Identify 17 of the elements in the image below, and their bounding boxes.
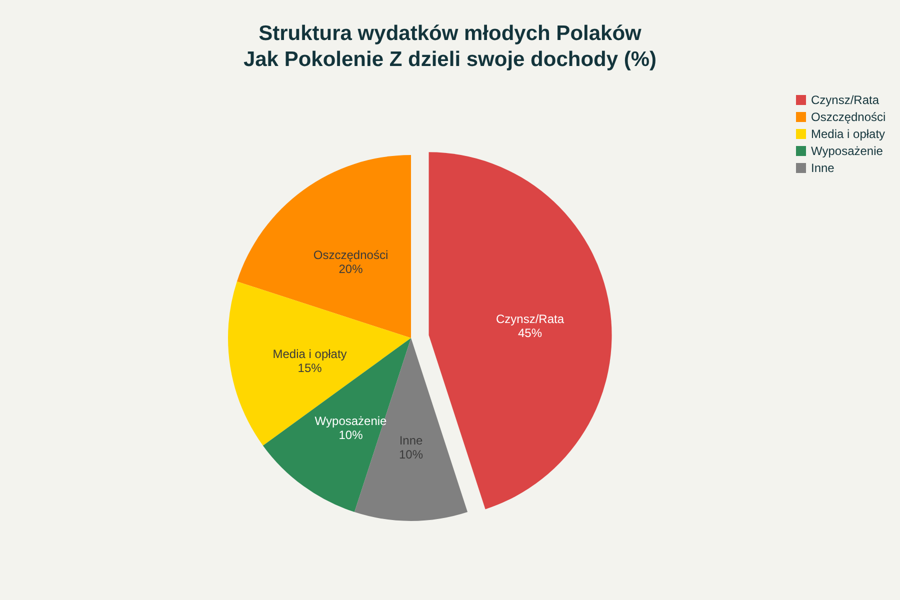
chart-title: Struktura wydatków młodych Polaków [258,22,642,45]
legend-label: Czynsz/Rata [811,93,880,107]
slice-label: Inne [399,433,423,448]
legend-label: Inne [811,161,835,175]
data-label: 45% [518,326,542,340]
chart-subtitle: Jak Pokolenie Z dzieli swoje dochody (%) [243,48,657,71]
data-label: 10% [398,447,424,462]
data-label: 20% [338,262,364,276]
slice-label: Oszczędności [313,248,388,262]
legend-label: Media i opłaty [811,127,886,141]
data-label: 10% [338,428,364,442]
slice-label: Czynsz/Rata [496,312,564,326]
data-label: 15% [298,361,322,376]
slice-label: Media i opłaty [272,347,347,362]
legend-label: Wyposażenie [811,144,884,158]
legend-label: Oszczędności [811,110,886,124]
slice-label: Wyposażenie [314,414,388,428]
